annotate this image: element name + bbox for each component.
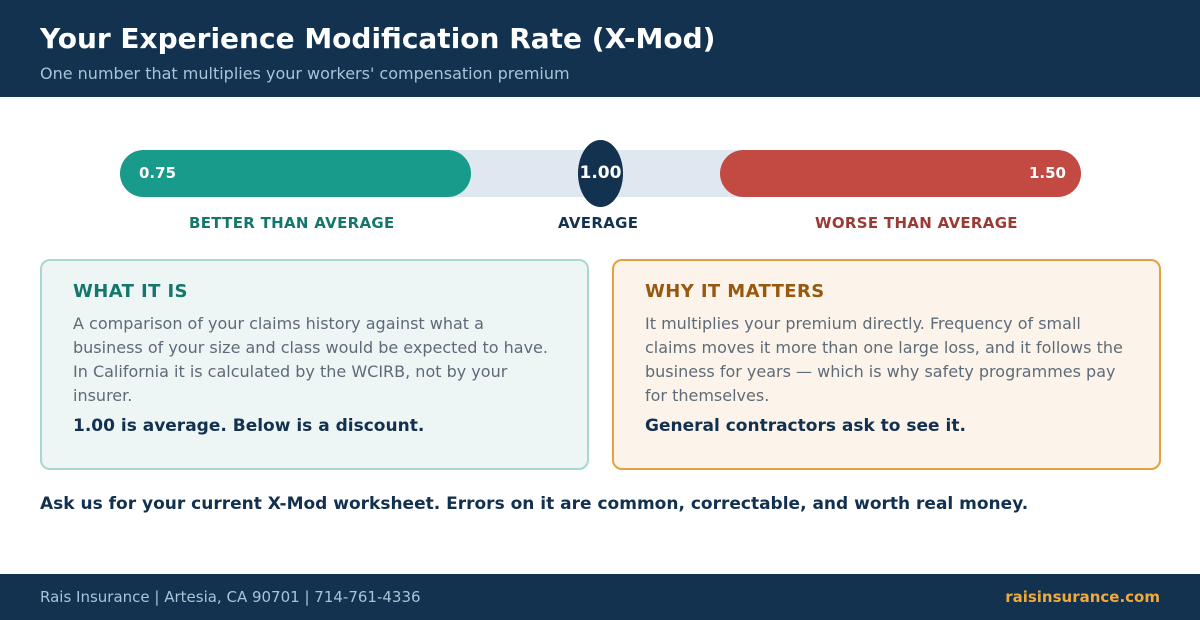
worse-label: WORSE THAN AVERAGE [815,214,1018,232]
worse-segment: 1.50 [720,150,1081,197]
header-banner: Your Experience Modification Rate (X-Mod… [0,0,1200,97]
footer-contact: Rais Insurance | Artesia, CA 90701 | 714… [40,588,421,606]
why-it-matters-heading: WHY IT MATTERS [645,281,825,302]
average-label: AVERAGE [558,214,639,232]
why-it-matters-emphasis: General contractors ask to see it. [645,416,966,436]
what-it-is-emphasis: 1.00 is average. Below is a discount. [73,416,425,436]
what-it-is-body: A comparison of your claims history agai… [73,314,548,405]
page-title: Your Experience Modification Rate (X-Mod… [40,22,716,55]
website-link[interactable]: raisinsurance.com [1005,588,1160,606]
better-segment: 0.75 [120,150,471,197]
footer-bar: Rais Insurance | Artesia, CA 90701 | 714… [0,574,1200,620]
what-it-is-card: WHAT IT IS A comparison of your claims h… [40,259,589,470]
why-it-matters-body: It multiplies your premium directly. Fre… [645,314,1123,405]
high-value: 1.50 [1028,164,1066,182]
mid-value: 1.00 [579,163,622,183]
better-label: BETTER THAN AVERAGE [189,214,395,232]
low-value: 0.75 [139,164,177,182]
what-it-is-heading: WHAT IT IS [73,281,188,302]
why-it-matters-card: WHY IT MATTERS It multiplies your premiu… [612,259,1161,470]
page-subtitle: One number that multiplies your workers'… [40,64,570,83]
average-marker: 1.00 [578,140,623,207]
call-to-action: Ask us for your current X-Mod worksheet.… [40,494,1029,514]
xmod-scale: 0.75 1.50 1.00 [120,140,1081,207]
